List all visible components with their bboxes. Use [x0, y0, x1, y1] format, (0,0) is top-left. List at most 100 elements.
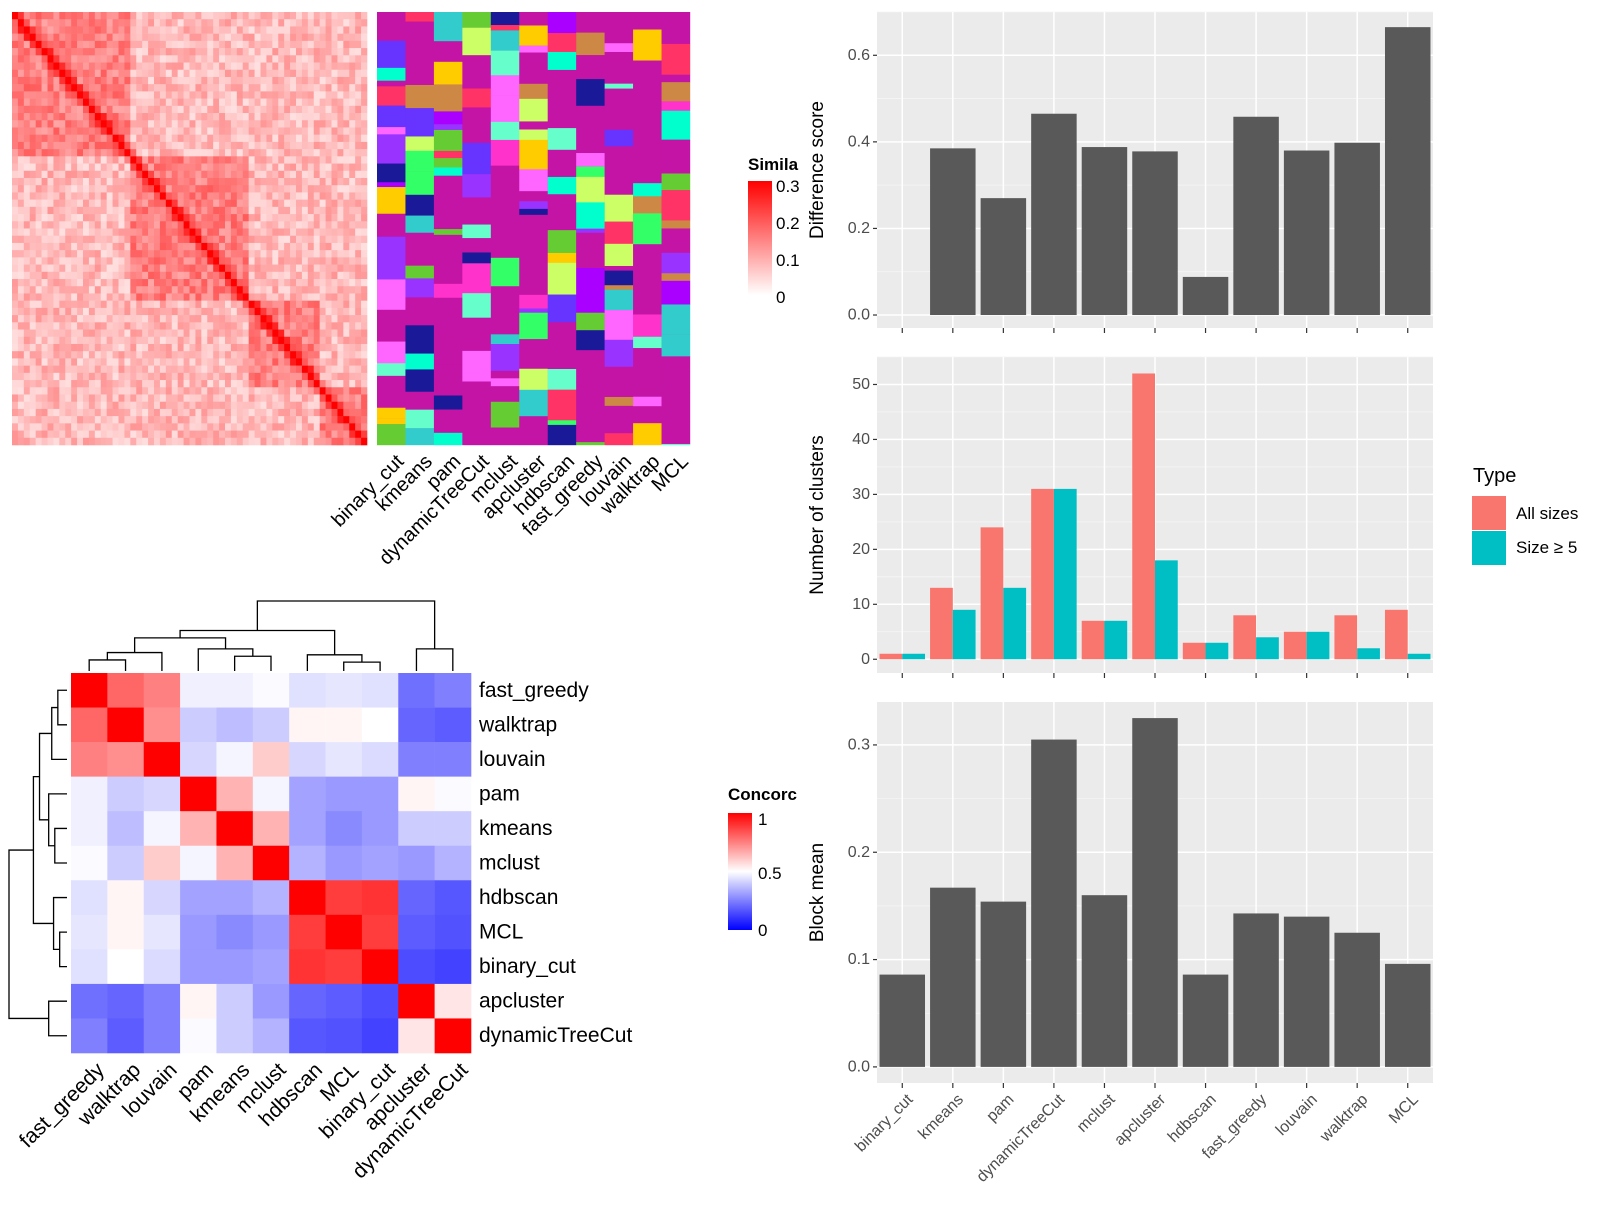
similarity-cell: [88, 170, 96, 179]
similarity-cell: [94, 177, 102, 186]
similarity-cell: [88, 336, 96, 345]
similarity-cell: [230, 127, 238, 135]
similarity-cell: [248, 387, 255, 395]
annotation-segment: [633, 286, 662, 296]
similarity-cell: [195, 271, 202, 280]
similarity-cell: [29, 163, 36, 172]
similarity-cell: [77, 336, 84, 345]
similarity-legend-gradient: [748, 181, 772, 295]
similarity-cell: [65, 206, 72, 215]
similarity-cell: [349, 307, 356, 316]
similarity-cell: [236, 19, 244, 27]
similarity-cell: [47, 48, 54, 56]
similarity-cell: [83, 293, 90, 301]
similarity-cell: [29, 156, 36, 164]
similarity-cell: [88, 33, 96, 42]
similarity-cell: [248, 300, 255, 309]
similarity-cell: [319, 177, 326, 186]
similarity-cell: [154, 365, 161, 374]
similarity-cell: [225, 228, 232, 237]
similarity-cell: [94, 185, 102, 193]
similarity-cell: [165, 228, 173, 237]
similarity-cell: [361, 322, 368, 330]
similarity-cell: [112, 192, 119, 200]
similarity-cell: [118, 235, 125, 244]
similarity-cell: [35, 271, 42, 280]
similarity-cell: [242, 437, 249, 446]
similarity-cell: [183, 134, 190, 143]
similarity-cell: [136, 163, 143, 172]
similarity-cell: [301, 149, 309, 157]
similarity-cell: [83, 271, 90, 280]
similarity-cell: [325, 437, 332, 446]
similarity-cell: [71, 307, 78, 316]
similarity-cell: [219, 416, 226, 424]
similarity-cell: [47, 437, 54, 446]
similarity-cell: [195, 365, 202, 374]
similarity-cell: [47, 149, 54, 157]
similarity-cell: [154, 329, 161, 338]
annotation-segment: [377, 163, 406, 183]
similarity-cell: [290, 358, 297, 366]
similarity-cell: [355, 242, 362, 251]
similarity-cell: [201, 134, 208, 143]
similarity-cell: [159, 329, 167, 338]
annotation-segment: [462, 88, 492, 108]
annotation-segment: [604, 396, 634, 407]
similarity-cell: [47, 250, 54, 258]
similarity-cell: [361, 40, 368, 49]
similarity-cell: [296, 279, 303, 287]
similarity-cell: [183, 271, 190, 280]
similarity-cell: [254, 12, 261, 20]
similarity-cell: [337, 329, 344, 338]
similarity-cell: [171, 271, 178, 280]
similarity-cell: [29, 336, 36, 345]
similarity-cell: [124, 177, 131, 186]
similarity-cell: [278, 149, 285, 157]
similarity-cell: [207, 141, 214, 150]
similarity-cell: [71, 170, 78, 179]
similarity-cell: [65, 163, 72, 172]
similarity-cell: [230, 372, 238, 381]
similarity-legend: Simila 0.3 0.2 0.1 0: [748, 155, 800, 307]
similarity-cell: [100, 91, 107, 99]
similarity-cell: [301, 206, 309, 215]
similarity-cell: [71, 300, 78, 309]
similarity-cell: [213, 343, 220, 352]
similarity-cell: [148, 329, 155, 338]
similarity-cell: [83, 91, 90, 99]
similarity-cell: [284, 336, 291, 345]
similarity-cell: [41, 19, 48, 27]
similarity-cell: [130, 33, 137, 42]
similarity-cell: [124, 329, 131, 338]
similarity-cell: [207, 105, 214, 114]
annotation-segment: [519, 254, 548, 260]
similarity-cell: [248, 69, 255, 78]
similarity-cell: [71, 279, 78, 287]
similarity-cell: [349, 163, 356, 172]
similarity-cell: [361, 336, 368, 345]
similarity-cell: [177, 62, 184, 71]
similarity-cell: [47, 105, 54, 114]
similarity-cell: [142, 430, 149, 439]
similarity-cell: [94, 423, 102, 431]
similarity-cell: [53, 293, 60, 301]
concordance-cell: [143, 914, 181, 950]
similarity-cell: [106, 177, 113, 186]
similarity-cell: [65, 149, 72, 157]
similarity-cell: [47, 69, 54, 78]
similarity-cell: [296, 408, 303, 417]
similarity-cell: [242, 300, 249, 309]
similarity-cell: [260, 401, 267, 410]
dendrogram-branch: [133, 637, 227, 653]
similarity-cell: [130, 423, 137, 431]
similarity-cell: [189, 380, 196, 388]
similarity-cell: [213, 423, 220, 431]
similarity-cell: [177, 134, 184, 143]
similarity-cell: [159, 62, 167, 71]
similarity-cell: [17, 380, 25, 388]
similarity-cell: [23, 257, 31, 265]
similarity-cell: [59, 250, 66, 258]
similarity-cell: [290, 387, 297, 395]
similarity-cell: [165, 206, 173, 215]
